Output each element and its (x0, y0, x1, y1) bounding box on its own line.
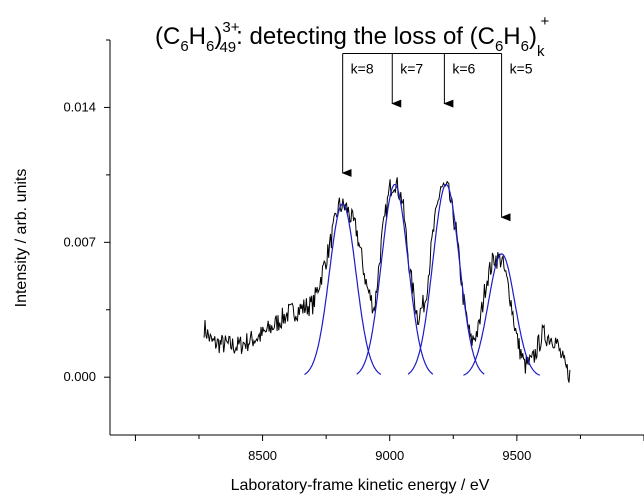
annotation-label: k=8 (351, 60, 374, 76)
chart-title: (C6H6)3+ 49: detecting the loss of (C6H6)… (155, 13, 549, 60)
axes (109, 40, 644, 436)
x-tick-label: 9500 (502, 448, 531, 463)
x-tick-label: 9000 (375, 448, 404, 463)
annotation-label: k=5 (510, 60, 533, 76)
fit-peak-3 (407, 183, 485, 375)
fit-peak-4 (463, 253, 540, 376)
series-fit (304, 183, 540, 376)
annotation-label: k=7 (400, 60, 423, 76)
annotations: k=8 k=7 k=6 k=5 (341, 52, 533, 222)
x-axis-label: Laboratory-frame kinetic energy / eV (231, 477, 490, 494)
x-tick-label: 8500 (248, 448, 277, 463)
y-ticks: 0.000 0.007 0.014 (63, 39, 110, 384)
series-measured-line (203, 177, 571, 383)
y-tick-label: 0.007 (63, 234, 96, 249)
annotation-label: k=6 (452, 60, 475, 76)
y-axis-label: Intensity / arb. units (13, 169, 30, 308)
x-ticks: 8500 9000 9500 (134, 435, 644, 463)
y-tick-label: 0.014 (63, 99, 96, 114)
y-tick-label: 0.000 (63, 369, 96, 384)
